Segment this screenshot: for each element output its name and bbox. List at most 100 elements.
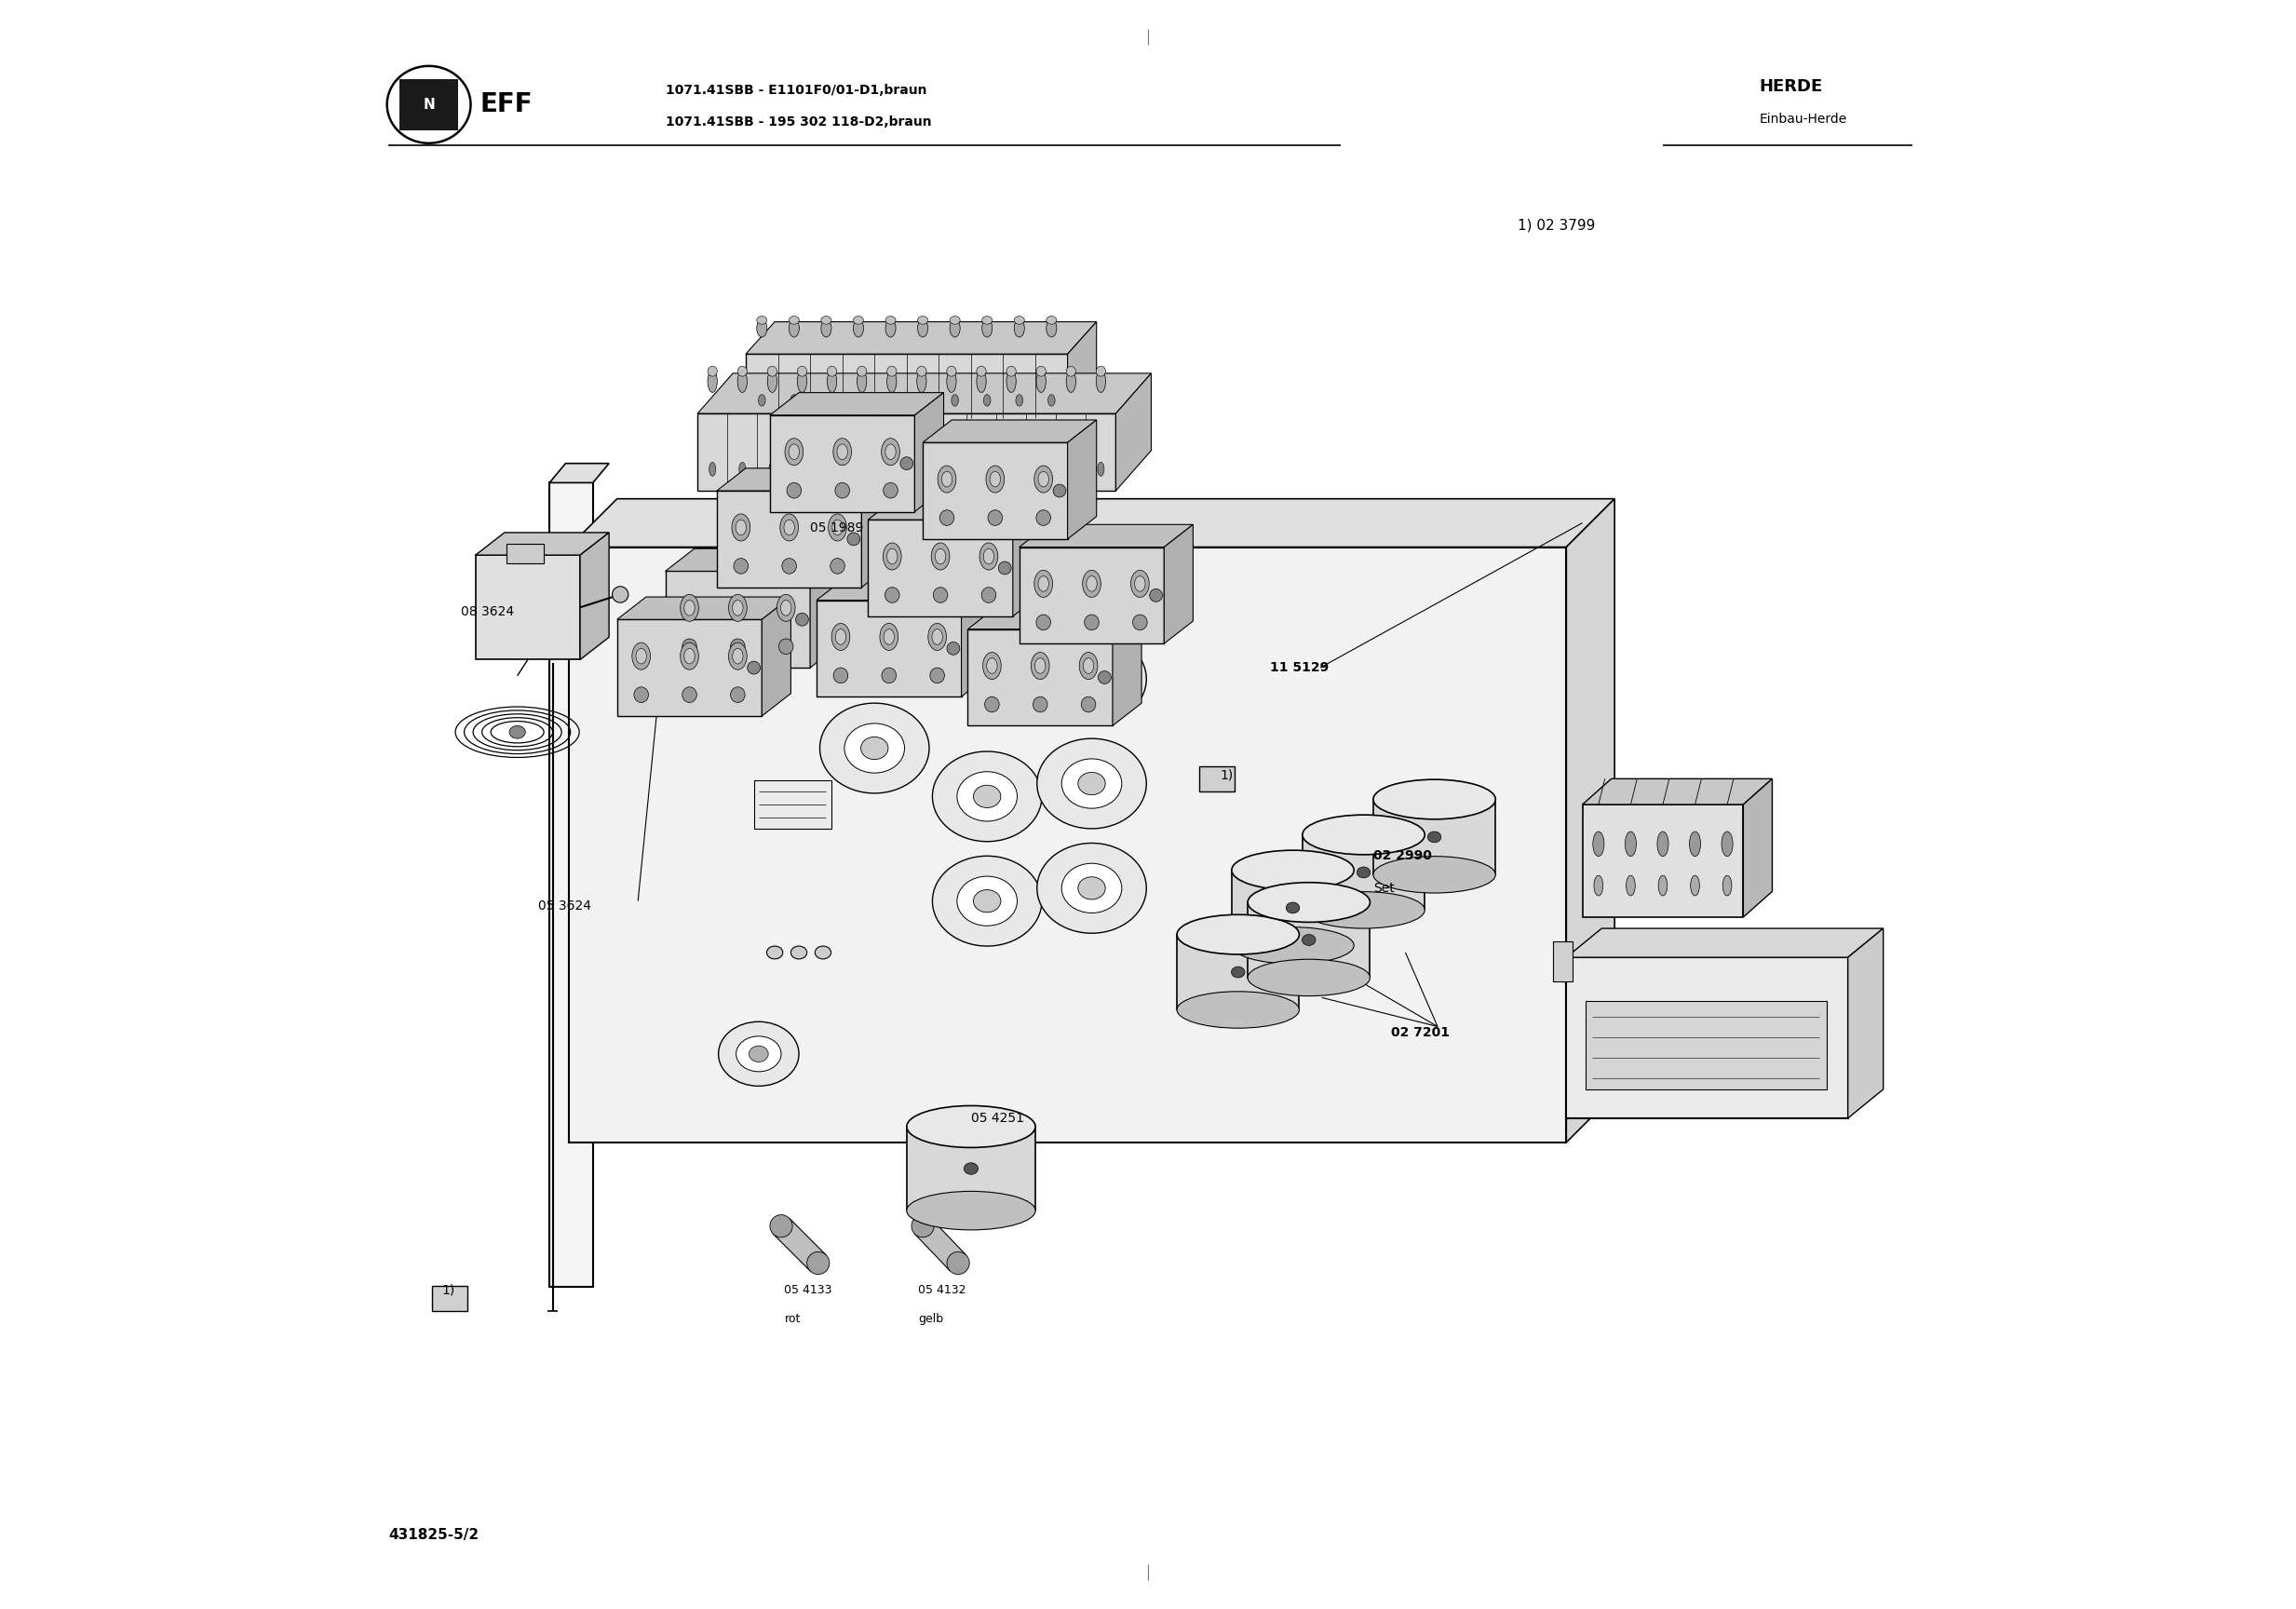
Ellipse shape: [930, 668, 944, 684]
Text: N: N: [422, 98, 434, 111]
Ellipse shape: [1373, 856, 1495, 893]
Polygon shape: [923, 420, 1097, 442]
Ellipse shape: [1033, 465, 1052, 492]
Ellipse shape: [974, 890, 1001, 912]
Polygon shape: [1566, 957, 1848, 1118]
Ellipse shape: [946, 370, 955, 393]
Ellipse shape: [948, 462, 955, 476]
Ellipse shape: [976, 367, 987, 377]
Ellipse shape: [737, 370, 746, 393]
Text: 05 4132: 05 4132: [918, 1284, 967, 1297]
Ellipse shape: [1068, 462, 1075, 476]
Polygon shape: [907, 1126, 1035, 1210]
Polygon shape: [1566, 928, 1883, 957]
Ellipse shape: [829, 513, 847, 541]
Ellipse shape: [783, 520, 794, 536]
Ellipse shape: [1065, 367, 1077, 377]
Ellipse shape: [1428, 832, 1442, 843]
Ellipse shape: [845, 724, 905, 772]
Ellipse shape: [682, 687, 696, 703]
Ellipse shape: [907, 1105, 1035, 1147]
Ellipse shape: [1084, 615, 1100, 631]
Ellipse shape: [737, 367, 746, 377]
Polygon shape: [716, 468, 891, 491]
Ellipse shape: [748, 661, 760, 674]
Ellipse shape: [980, 587, 996, 603]
Ellipse shape: [748, 1046, 769, 1062]
Ellipse shape: [838, 444, 847, 460]
Ellipse shape: [1065, 370, 1077, 393]
Ellipse shape: [732, 600, 744, 616]
Ellipse shape: [859, 462, 866, 476]
Ellipse shape: [613, 587, 629, 603]
FancyBboxPatch shape: [432, 1286, 468, 1311]
Ellipse shape: [886, 394, 893, 405]
Polygon shape: [1566, 499, 1614, 1142]
Ellipse shape: [1095, 367, 1107, 377]
Polygon shape: [923, 442, 1068, 539]
Ellipse shape: [847, 533, 861, 545]
FancyBboxPatch shape: [507, 544, 544, 563]
Ellipse shape: [730, 639, 744, 655]
Polygon shape: [861, 468, 891, 587]
Ellipse shape: [964, 1163, 978, 1175]
Ellipse shape: [932, 751, 1042, 842]
Text: 05 1989: 05 1989: [810, 521, 863, 534]
Polygon shape: [698, 414, 1116, 491]
Text: 11 5129: 11 5129: [1270, 661, 1329, 674]
Ellipse shape: [912, 1215, 934, 1237]
Text: 08 3624: 08 3624: [461, 605, 514, 618]
Text: 02 2990: 02 2990: [1373, 850, 1433, 862]
Ellipse shape: [709, 462, 716, 476]
Ellipse shape: [1357, 867, 1371, 879]
Polygon shape: [769, 415, 914, 512]
Ellipse shape: [634, 687, 647, 703]
Ellipse shape: [934, 549, 946, 565]
Ellipse shape: [827, 367, 836, 377]
FancyBboxPatch shape: [1554, 941, 1573, 981]
Ellipse shape: [951, 394, 957, 405]
Ellipse shape: [827, 370, 836, 393]
Polygon shape: [1013, 497, 1042, 616]
Ellipse shape: [1006, 367, 1017, 377]
Text: 1) 02 3799: 1) 02 3799: [1518, 219, 1596, 232]
Ellipse shape: [1658, 875, 1667, 896]
Ellipse shape: [781, 513, 799, 541]
Ellipse shape: [732, 513, 751, 541]
Polygon shape: [762, 597, 790, 716]
Text: EFF: EFF: [480, 92, 533, 117]
Ellipse shape: [1302, 935, 1316, 946]
Polygon shape: [1231, 870, 1355, 946]
Ellipse shape: [680, 594, 698, 621]
Ellipse shape: [1132, 570, 1148, 597]
Ellipse shape: [884, 629, 893, 645]
Ellipse shape: [978, 462, 985, 476]
FancyBboxPatch shape: [400, 79, 457, 130]
Ellipse shape: [758, 320, 767, 336]
Ellipse shape: [829, 462, 836, 476]
Ellipse shape: [1231, 927, 1355, 964]
Ellipse shape: [790, 444, 799, 460]
Ellipse shape: [1047, 320, 1056, 336]
Ellipse shape: [983, 652, 1001, 679]
Ellipse shape: [1084, 658, 1093, 674]
Ellipse shape: [737, 1036, 781, 1072]
Ellipse shape: [1302, 891, 1426, 928]
Ellipse shape: [985, 697, 999, 713]
Polygon shape: [549, 483, 592, 1287]
Ellipse shape: [797, 613, 808, 626]
Polygon shape: [868, 497, 1042, 520]
Text: 1071.41SBB - E1101F0/01-D1,braun: 1071.41SBB - E1101F0/01-D1,braun: [666, 84, 928, 97]
Ellipse shape: [831, 623, 850, 650]
Ellipse shape: [836, 483, 850, 499]
Ellipse shape: [790, 320, 799, 336]
Text: 02 7201: 02 7201: [1391, 1027, 1449, 1039]
Ellipse shape: [1035, 367, 1047, 377]
Text: HERDE: HERDE: [1759, 79, 1823, 95]
Ellipse shape: [1035, 370, 1047, 393]
Ellipse shape: [1008, 462, 1015, 476]
Ellipse shape: [886, 444, 895, 460]
Ellipse shape: [983, 394, 990, 405]
Ellipse shape: [1038, 739, 1146, 829]
Ellipse shape: [797, 370, 806, 393]
